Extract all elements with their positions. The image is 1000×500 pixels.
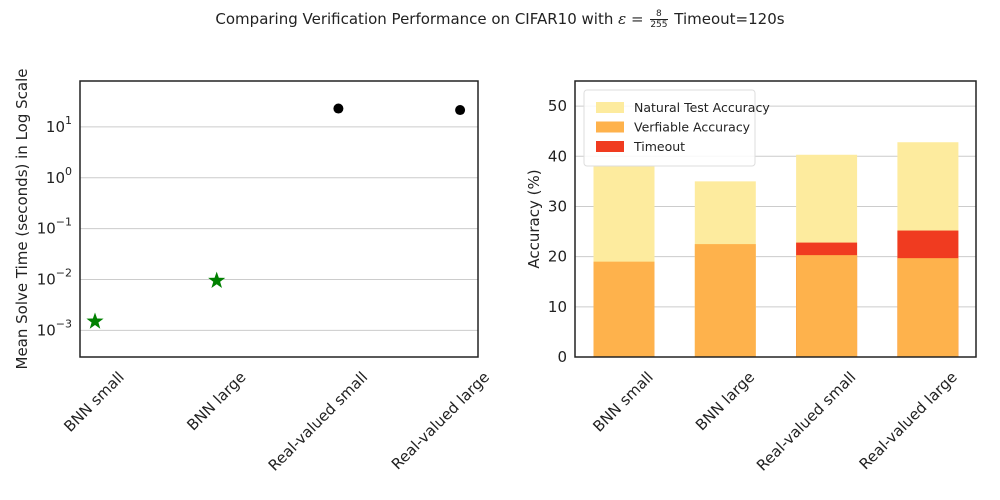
x-tick-label: BNN small — [589, 368, 657, 436]
y-tick-label: 10−2 — [37, 267, 72, 289]
legend-swatch — [596, 141, 624, 152]
circle-marker — [455, 105, 466, 116]
bar — [796, 255, 858, 357]
tick-exponent: −1 — [56, 216, 72, 229]
epsilon-denominator: 255 — [650, 20, 668, 30]
legend-label: Verfiable Accuracy — [634, 120, 751, 135]
star-marker — [208, 271, 226, 288]
x-tick-label: Real-valued large — [856, 368, 961, 473]
y-tick-label: 101 — [46, 114, 72, 136]
bar — [694, 244, 756, 357]
title-epsilon: ε = — [618, 10, 644, 28]
plot-frame — [574, 80, 977, 358]
tick-base: 10 — [46, 169, 65, 187]
y-tick-label: 10−1 — [37, 216, 72, 238]
tick-base: 10 — [37, 321, 56, 339]
bar — [593, 261, 655, 357]
epsilon-fraction: 8 255 — [650, 9, 668, 30]
y-tick-label: 20 — [548, 248, 567, 266]
y-tick-label: 10−3 — [37, 317, 72, 339]
x-tick-label: BNN small — [60, 368, 128, 436]
bar — [897, 258, 959, 357]
tick-exponent: 0 — [65, 165, 72, 178]
circle-marker — [333, 103, 344, 114]
y-tick-label: 40 — [548, 147, 567, 165]
y-tick-label: 10 — [548, 298, 567, 316]
y-tick-label: 30 — [548, 197, 567, 215]
tick-base: 10 — [37, 271, 56, 289]
x-tick-label: Real-valued small — [753, 368, 859, 474]
legend-swatch — [596, 102, 624, 113]
tick-exponent: 1 — [65, 114, 72, 127]
accuracy-chart: 0 10 20 30 40 50 Natural Test Accuracy Verfiabl… — [525, 80, 977, 475]
x-tick-label: Real-valued small — [265, 368, 371, 474]
legend-box — [583, 89, 756, 167]
tick-exponent: −2 — [56, 267, 72, 280]
y-tick-label: 0 — [557, 348, 567, 366]
x-tick-label: BNN large — [692, 368, 758, 434]
epsilon-numerator: 8 — [650, 9, 668, 20]
title-suffix: Timeout=120s — [674, 10, 785, 28]
tick-base: 10 — [37, 220, 56, 238]
title-prefix: Comparing Verification Performance on CI… — [215, 10, 614, 28]
legend-label: Timeout — [633, 139, 685, 154]
legend-label: Natural Test Accuracy — [634, 100, 770, 115]
x-tick-label: BNN large — [183, 368, 249, 434]
tick-base: 10 — [46, 118, 65, 136]
y-axis-label: Mean Solve Time (seconds) in Log Scale — [13, 69, 31, 370]
y-tick-label: 100 — [46, 165, 72, 187]
y-axis-label: Accuracy (%) — [525, 169, 543, 268]
figure-title: Comparing Verification Performance on CI… — [0, 9, 1000, 30]
x-tick-label: Real-valued large — [388, 368, 493, 473]
plot-frame — [79, 80, 479, 358]
y-tick-label: 50 — [548, 97, 567, 115]
legend-swatch — [596, 121, 624, 133]
star-marker — [86, 312, 104, 329]
tick-exponent: −3 — [56, 317, 72, 330]
